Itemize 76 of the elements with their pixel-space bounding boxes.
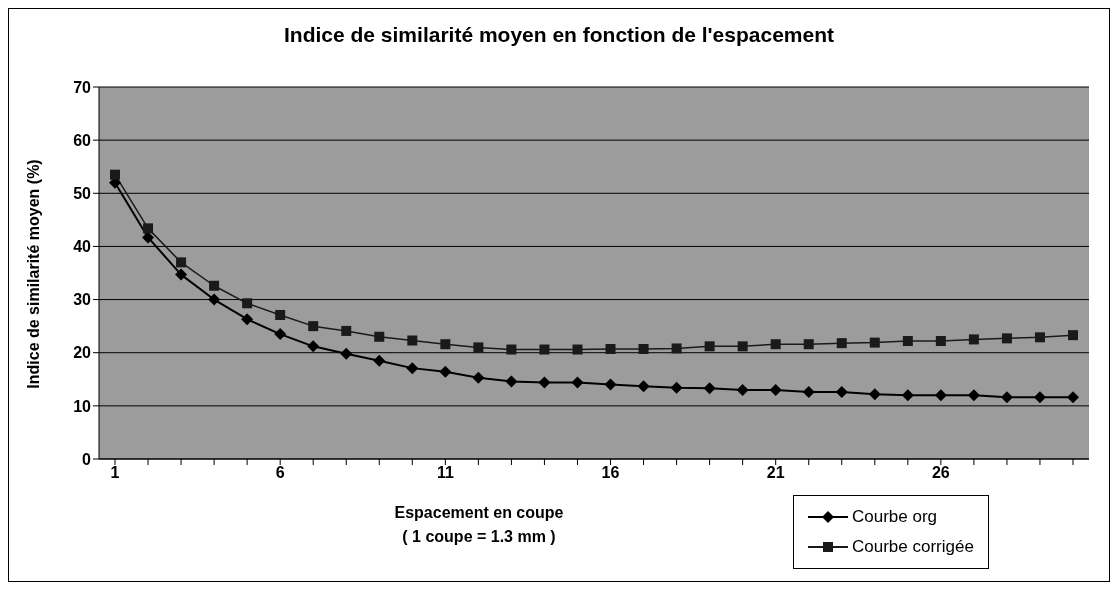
- point: [902, 336, 913, 347]
- point: [307, 340, 320, 353]
- y-tick-label: 60: [73, 131, 92, 149]
- point: [1001, 333, 1012, 344]
- point: [737, 341, 748, 352]
- point: [209, 280, 220, 291]
- point: [769, 383, 782, 396]
- point: [275, 309, 286, 320]
- legend-label: Courbe corrigée: [852, 536, 974, 558]
- x-tick-label: 26: [931, 464, 950, 482]
- point: [1068, 330, 1078, 341]
- x-tick-label: 6: [275, 464, 285, 482]
- point: [571, 376, 584, 389]
- point: [968, 334, 979, 345]
- point: [241, 313, 254, 326]
- y-tick-label: 0: [82, 450, 92, 468]
- point: [670, 381, 683, 394]
- point: [605, 343, 616, 354]
- point: [472, 371, 485, 384]
- point: [505, 375, 518, 388]
- y-tick-label: 50: [73, 184, 92, 202]
- point: [671, 343, 682, 354]
- point: [143, 223, 154, 234]
- point: [473, 342, 484, 353]
- point: [967, 389, 980, 402]
- point: [638, 343, 649, 354]
- point: [868, 388, 881, 401]
- point: [340, 347, 353, 360]
- point: [935, 336, 946, 347]
- point: [440, 339, 451, 350]
- chart-title: Indice de similarité moyen en fonction de l'espacement: [283, 23, 835, 47]
- point: [341, 325, 352, 336]
- point: [242, 298, 253, 309]
- point: [1034, 332, 1045, 343]
- point: [308, 321, 319, 332]
- point: [208, 293, 221, 306]
- y-tick-label: 40: [73, 238, 92, 256]
- point: [506, 344, 517, 355]
- point: [374, 331, 385, 342]
- point: [770, 339, 781, 350]
- x-axis-title: Espacement en coupe ( 1 coupe = 1.3 mm ): [393, 503, 565, 547]
- y-axis-title: Indice de similarité moyen (%): [25, 159, 43, 389]
- point: [704, 341, 715, 352]
- point: [836, 338, 847, 349]
- point: [407, 335, 418, 346]
- point: [1000, 391, 1013, 404]
- point: [901, 389, 914, 402]
- x-tick-label: 21: [766, 464, 785, 482]
- y-tick-label: 70: [73, 78, 92, 96]
- point: [373, 354, 386, 367]
- x-tick-label: 16: [601, 464, 620, 482]
- x-tick-label: 11: [436, 464, 454, 482]
- point: [604, 378, 617, 391]
- point: [803, 339, 814, 350]
- point: [736, 383, 749, 396]
- point: [439, 365, 452, 378]
- y-tick-label: 10: [73, 397, 92, 415]
- point: [572, 344, 583, 355]
- y-tick-label: 20: [73, 344, 92, 362]
- point: [274, 328, 287, 341]
- point: [539, 344, 550, 355]
- x-tick-label: 1: [110, 464, 120, 482]
- point: [637, 380, 650, 393]
- point: [869, 337, 880, 348]
- point: [1067, 391, 1079, 404]
- point: [175, 268, 188, 281]
- y-tick-label: 30: [73, 291, 92, 309]
- point: [176, 257, 187, 268]
- point: [934, 389, 947, 402]
- point: [1033, 391, 1046, 404]
- point: [802, 386, 815, 399]
- point: [110, 169, 120, 180]
- legend-label: Courbe org: [852, 506, 938, 528]
- point: [406, 362, 419, 375]
- point: [703, 382, 716, 395]
- point: [538, 376, 551, 389]
